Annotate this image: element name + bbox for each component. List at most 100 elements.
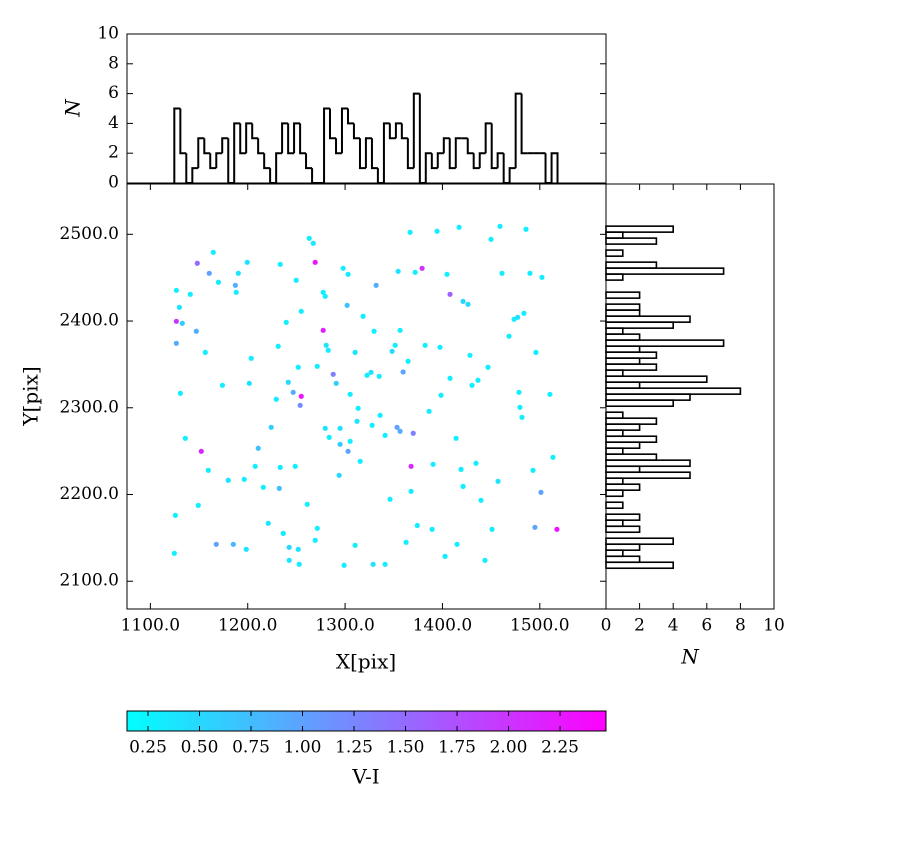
y-axis-label: Y[pix] [19, 366, 43, 426]
hist-step [251, 123, 259, 140]
hist-step [466, 138, 474, 155]
scatter-point [370, 561, 376, 567]
hist-bar [605, 363, 658, 371]
scatter-point [310, 240, 316, 246]
hist-bar [605, 483, 641, 491]
hist-step [550, 152, 559, 183]
scatter-point [360, 313, 366, 319]
scatter-point [515, 314, 521, 320]
y-tick-label: 2300.0 [60, 397, 119, 417]
scatter-point [469, 382, 475, 388]
y-tick-label: 2400.0 [60, 311, 119, 331]
scatter-point [187, 291, 193, 297]
scatter-point [290, 389, 296, 395]
hist-step [424, 152, 432, 183]
scatter-point [397, 327, 403, 333]
scatter-point [533, 349, 539, 355]
scatter-point [333, 380, 339, 386]
hist-bar [605, 435, 658, 444]
hist-bar [605, 225, 674, 233]
scatter-point [177, 390, 183, 396]
hist-bar [605, 393, 691, 401]
scatter-point [422, 342, 428, 348]
colorbar-tick-label: 1.00 [284, 738, 322, 758]
scatter-point [295, 546, 301, 552]
hist-step [221, 137, 229, 154]
scatter-point [326, 434, 332, 440]
scatter-point [273, 396, 279, 402]
scatter-point [475, 377, 481, 383]
scatter-point [447, 291, 453, 297]
hist-bar [605, 237, 658, 245]
hist-step [335, 138, 342, 155]
scatter-point [389, 348, 395, 354]
hist-bar [605, 231, 624, 239]
hist-bar [605, 339, 725, 347]
hist-step [442, 137, 450, 154]
scatter-point [538, 489, 544, 495]
hist-bar [605, 471, 691, 480]
scatter-point [460, 483, 466, 489]
scatter-point [246, 380, 252, 386]
hist-step [233, 122, 241, 183]
scatter-point [255, 445, 261, 451]
y-tick-label: 2100.0 [60, 571, 119, 591]
y-tick-label: 2500.0 [60, 224, 119, 244]
hist-bar [605, 291, 641, 299]
scatter-point [527, 270, 533, 276]
colorbar-tick-label: 1.50 [387, 738, 425, 758]
hist-bar [605, 555, 641, 564]
scatter-point [341, 562, 347, 568]
colorbar-tick-label: 1.75 [438, 738, 476, 758]
hist-step [299, 123, 307, 155]
scatter-point [280, 530, 286, 536]
hist-bar [605, 369, 624, 378]
scatter-point [397, 428, 403, 434]
hist-step [203, 138, 211, 155]
hist-bar [605, 267, 725, 275]
hist-y-label: N [61, 98, 85, 118]
scatter-point [286, 557, 292, 563]
hist-step [406, 138, 414, 170]
hist-bar [605, 357, 641, 365]
scatter-point [235, 270, 241, 276]
scatter-point [478, 497, 484, 503]
scatter-point [456, 224, 462, 230]
scatter-point [330, 371, 336, 377]
scatter-point [320, 289, 326, 295]
scatter-point [489, 526, 495, 532]
hist-bar [605, 465, 641, 474]
x-tick-label: 1500.0 [510, 616, 569, 636]
hist-step [245, 122, 253, 154]
hist-step [340, 107, 349, 154]
scatter-point [465, 301, 471, 307]
scatter-point [387, 496, 393, 502]
scatter-point [426, 408, 432, 414]
scatter-point [377, 412, 383, 418]
scatter-point [354, 418, 360, 424]
hist-step [281, 122, 289, 154]
scatter-point [244, 259, 250, 265]
hist-step [173, 107, 181, 183]
y-tick-label: 2 [108, 143, 119, 163]
scatter-point [467, 352, 473, 358]
hist-bar [605, 261, 658, 269]
scatter-point [336, 472, 342, 478]
scatter-point [173, 287, 179, 293]
scatter-point [345, 271, 351, 277]
hist-step [347, 108, 354, 125]
scatter-point [497, 223, 503, 229]
scatter-point [243, 546, 249, 552]
hist-bar [605, 513, 641, 521]
scatter-point [400, 369, 406, 375]
scatter-point [260, 484, 266, 490]
scatter-point [408, 463, 414, 469]
hist-bar [605, 249, 624, 257]
y-tick-label: 0 [108, 173, 119, 193]
hist-bar [605, 453, 658, 461]
x-tick-label: 1400.0 [413, 616, 472, 636]
scatter-point [532, 524, 538, 530]
hist-bar [605, 489, 624, 498]
scatter-point [323, 342, 329, 348]
scatter-point [442, 553, 448, 559]
